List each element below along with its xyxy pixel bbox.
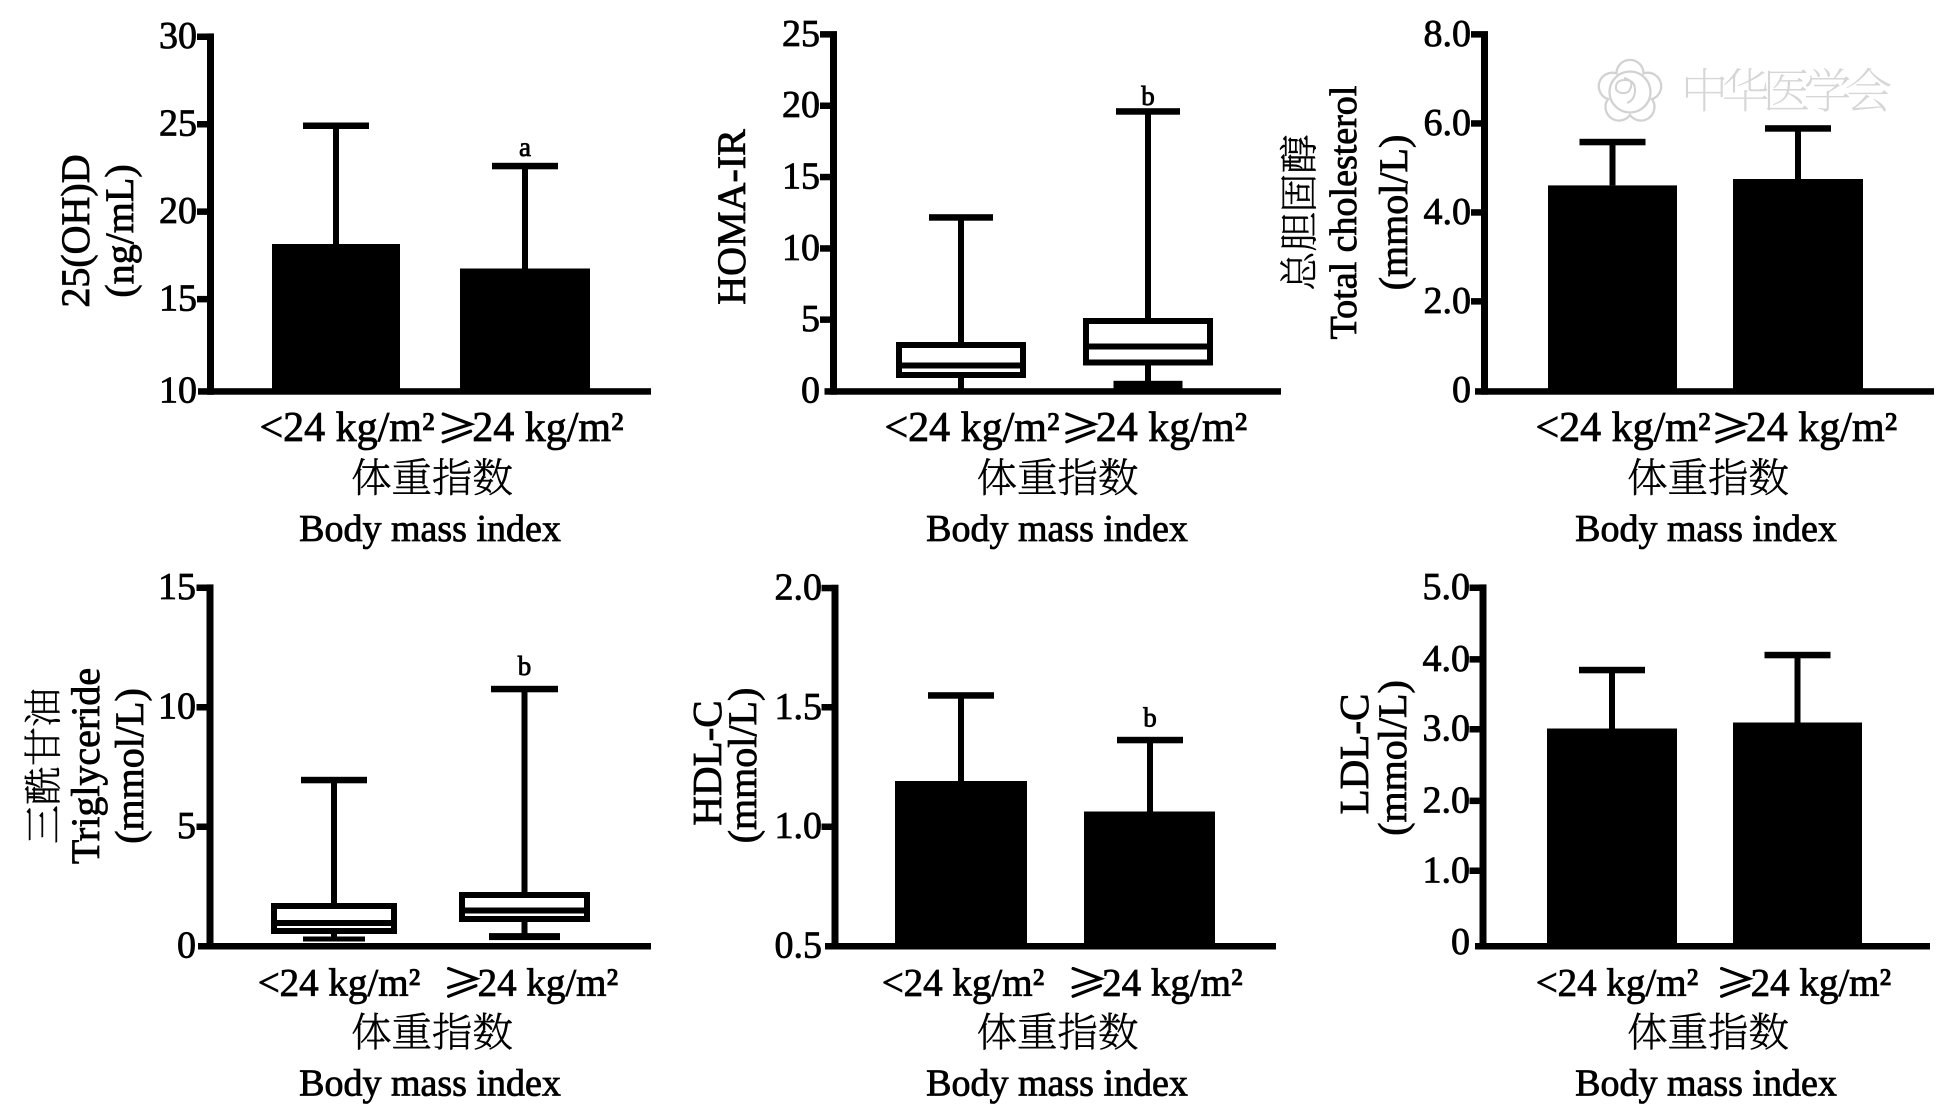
svg-text:20: 20 [782,84,820,126]
svg-text:(mmol/L): (mmol/L) [1370,680,1415,836]
svg-text:b: b [518,651,532,681]
svg-text:0.5: 0.5 [775,925,823,967]
svg-text:25(OH)D: 25(OH)D [53,154,98,307]
svg-text:24 kg/m²: 24 kg/m² [1096,405,1247,451]
svg-text:8.0: 8.0 [1424,13,1472,55]
svg-text:Total cholesterol: Total cholesterol [1323,86,1365,340]
svg-text:15: 15 [158,566,196,608]
svg-text:25: 25 [782,13,820,55]
svg-text:2.0: 2.0 [1424,280,1472,322]
svg-text:0: 0 [801,370,820,412]
svg-text:24 kg/m²: 24 kg/m² [1746,405,1897,451]
svg-text:b: b [1143,702,1157,732]
svg-text:30: 30 [159,15,197,57]
svg-text:0: 0 [177,925,196,967]
svg-text:a: a [519,132,531,162]
svg-text:LDL-C: LDL-C [1331,694,1377,815]
svg-text:10: 10 [158,686,196,728]
svg-text:25: 25 [159,103,197,145]
svg-text:24 kg/m²: 24 kg/m² [1751,962,1892,1005]
svg-text:1.0: 1.0 [775,805,823,847]
svg-text:3.0: 3.0 [1423,708,1471,750]
svg-text:4.0: 4.0 [1423,638,1471,680]
svg-text:(mmol/L): (mmol/L) [1371,135,1416,291]
svg-text:<24 kg/m²: <24 kg/m² [259,405,434,451]
svg-text:b: b [1141,81,1155,111]
svg-text:0: 0 [1451,921,1470,963]
svg-text:4.0: 4.0 [1424,191,1472,233]
svg-text:(mmol/L): (mmol/L) [107,688,152,844]
svg-text:15: 15 [159,278,197,320]
svg-text:24 kg/m²: 24 kg/m² [1102,962,1243,1005]
svg-text:Body mass index: Body mass index [299,508,561,550]
svg-text:<24 kg/m²: <24 kg/m² [882,962,1045,1005]
svg-text:<24 kg/m²: <24 kg/m² [1536,962,1699,1005]
svg-text:1.0: 1.0 [1423,849,1471,891]
svg-text:10: 10 [782,227,820,269]
svg-text:Body mass index: Body mass index [926,508,1188,550]
svg-text:Body mass index: Body mass index [926,1063,1188,1105]
svg-text:6.0: 6.0 [1424,102,1472,144]
svg-text:5: 5 [801,298,820,340]
svg-text:0: 0 [1452,369,1471,411]
svg-text:(ng/mL): (ng/mL) [97,164,142,297]
svg-text:1.5: 1.5 [775,686,823,728]
svg-text:<24 kg/m²: <24 kg/m² [258,962,421,1005]
svg-text:<24 kg/m²: <24 kg/m² [884,405,1059,451]
svg-text:HDL-C: HDL-C [684,700,730,825]
svg-text:5.0: 5.0 [1423,566,1471,608]
svg-text:24 kg/m²: 24 kg/m² [472,405,623,451]
svg-text:10: 10 [159,370,197,412]
svg-text:5: 5 [177,805,196,847]
svg-text:Body mass index: Body mass index [1575,508,1837,550]
svg-text:Body mass index: Body mass index [299,1063,561,1105]
svg-text:(mmol/L): (mmol/L) [720,688,765,844]
svg-text:2.0: 2.0 [775,567,823,609]
svg-text:Triglyceride: Triglyceride [63,668,108,864]
svg-text:24 kg/m²: 24 kg/m² [478,962,619,1005]
svg-text:20: 20 [159,190,197,232]
svg-text:15: 15 [782,156,820,198]
svg-text:Body mass index: Body mass index [1575,1063,1837,1105]
svg-text:HOMA-IR: HOMA-IR [709,129,754,305]
svg-text:<24 kg/m²: <24 kg/m² [1535,405,1710,451]
svg-text:2.0: 2.0 [1423,779,1471,821]
